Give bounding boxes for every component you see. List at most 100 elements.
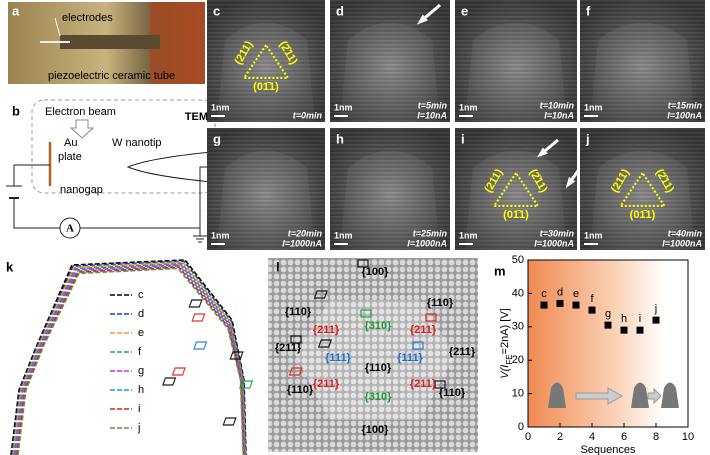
process-arrow bbox=[647, 387, 662, 405]
x-axis-label: Sequences bbox=[580, 444, 636, 455]
legend-label: j bbox=[137, 422, 140, 434]
y-label-part: =2nA) [V] bbox=[499, 308, 511, 354]
gap-label: nanogap bbox=[60, 184, 103, 196]
facet-triangle bbox=[618, 171, 667, 207]
tip-icon bbox=[631, 382, 649, 408]
au-label: Au bbox=[64, 137, 77, 149]
contour bbox=[10, 259, 247, 455]
facet-marker bbox=[193, 341, 208, 350]
tem-shade bbox=[330, 128, 450, 250]
x-tick-label: 6 bbox=[621, 431, 627, 443]
time-label: t=5min bbox=[418, 100, 448, 110]
arrow-head bbox=[536, 147, 548, 158]
panel-b: b Electron beam TEM Au plate W nanotip n… bbox=[6, 99, 216, 243]
tem-shade bbox=[455, 0, 577, 122]
tem-shade bbox=[455, 128, 577, 250]
facet-label: {110} bbox=[365, 362, 392, 374]
facet-marker bbox=[162, 377, 177, 386]
panel-label: f bbox=[586, 3, 591, 18]
contour bbox=[16, 266, 245, 455]
facet-label: {110} bbox=[439, 387, 466, 399]
facet-label: {211} bbox=[410, 378, 437, 390]
point bbox=[652, 316, 660, 324]
panel-label: g bbox=[213, 131, 221, 146]
facet-label: {110} bbox=[287, 384, 314, 396]
facet-marker bbox=[222, 417, 237, 426]
beam-label: Electron beam bbox=[45, 106, 116, 118]
plate-label: plate bbox=[58, 151, 82, 163]
facet-marker bbox=[288, 367, 303, 376]
legend-label: d bbox=[138, 308, 144, 320]
wire bbox=[13, 164, 212, 229]
y-label-part: V(I bbox=[499, 365, 511, 379]
atom-highlight bbox=[295, 300, 455, 420]
process-arrow bbox=[575, 387, 624, 405]
point-label: h bbox=[621, 313, 627, 325]
facet-label: {110} bbox=[427, 297, 454, 309]
facet-marker bbox=[313, 290, 328, 299]
facet-label: {211} bbox=[410, 324, 437, 336]
legend-label: g bbox=[138, 365, 144, 377]
point-label: f bbox=[590, 293, 594, 305]
contour bbox=[15, 265, 245, 455]
facet-marker bbox=[317, 339, 333, 348]
scale-label: 1nm bbox=[334, 102, 353, 112]
tem-shade bbox=[330, 0, 450, 122]
facet-label: {310} bbox=[365, 320, 393, 332]
nanotip bbox=[126, 151, 213, 183]
panel-label: j bbox=[585, 131, 590, 146]
facet-label: {211} bbox=[275, 342, 302, 354]
point bbox=[620, 326, 628, 334]
panel-a: a electrodes piezoelectric ceramic tube bbox=[8, 2, 205, 84]
panel-label: b bbox=[12, 103, 20, 118]
contour bbox=[12, 261, 246, 455]
panel-label: h bbox=[336, 131, 344, 146]
y-label-part: FE bbox=[505, 354, 514, 364]
time-label: t=15min bbox=[668, 100, 703, 110]
facet-marker bbox=[434, 380, 446, 389]
facet-marker bbox=[357, 259, 369, 268]
facet-label: {111} bbox=[397, 352, 423, 364]
current-label: I=1000nA bbox=[407, 238, 447, 248]
facet-label: {110} bbox=[285, 306, 312, 318]
time-label: t=10min bbox=[540, 100, 575, 110]
point-label: e bbox=[573, 288, 579, 300]
facet-label: {100} bbox=[362, 424, 390, 436]
annotation: piezoelectric ceramic tube bbox=[48, 70, 175, 82]
point bbox=[636, 326, 644, 334]
current-label: I=10nA bbox=[544, 110, 574, 120]
facet-marker bbox=[425, 313, 437, 322]
y-tick-label: 0 bbox=[518, 421, 524, 433]
tem-shade bbox=[580, 128, 705, 250]
panel-label: e bbox=[461, 3, 468, 18]
tip-label: W nanotip bbox=[112, 137, 162, 149]
time-label: t=25min bbox=[413, 228, 448, 238]
point bbox=[540, 301, 548, 309]
current-label: I=1000nA bbox=[534, 238, 574, 248]
point-label: d bbox=[557, 286, 563, 298]
legend-label: f bbox=[138, 346, 142, 358]
holder bbox=[60, 35, 160, 49]
ammeter bbox=[59, 217, 81, 239]
pointer bbox=[54, 17, 61, 37]
facet-marker bbox=[290, 335, 302, 344]
point-label: c bbox=[541, 288, 547, 300]
legend-label: c bbox=[138, 289, 144, 301]
contour bbox=[14, 263, 246, 455]
facet-label: {211} bbox=[313, 324, 340, 336]
panel-l: l {100}{110}{110}{211} {211}{110} {110}{100… bbox=[162, 258, 478, 452]
facet-marker bbox=[360, 309, 372, 318]
point bbox=[556, 299, 564, 307]
x-tick-label: 4 bbox=[589, 431, 595, 443]
scale-label: 1nm bbox=[459, 230, 478, 240]
beam-arrow bbox=[69, 119, 95, 139]
facet-label: (01̄1) bbox=[503, 209, 529, 221]
facet-marker bbox=[229, 351, 244, 360]
